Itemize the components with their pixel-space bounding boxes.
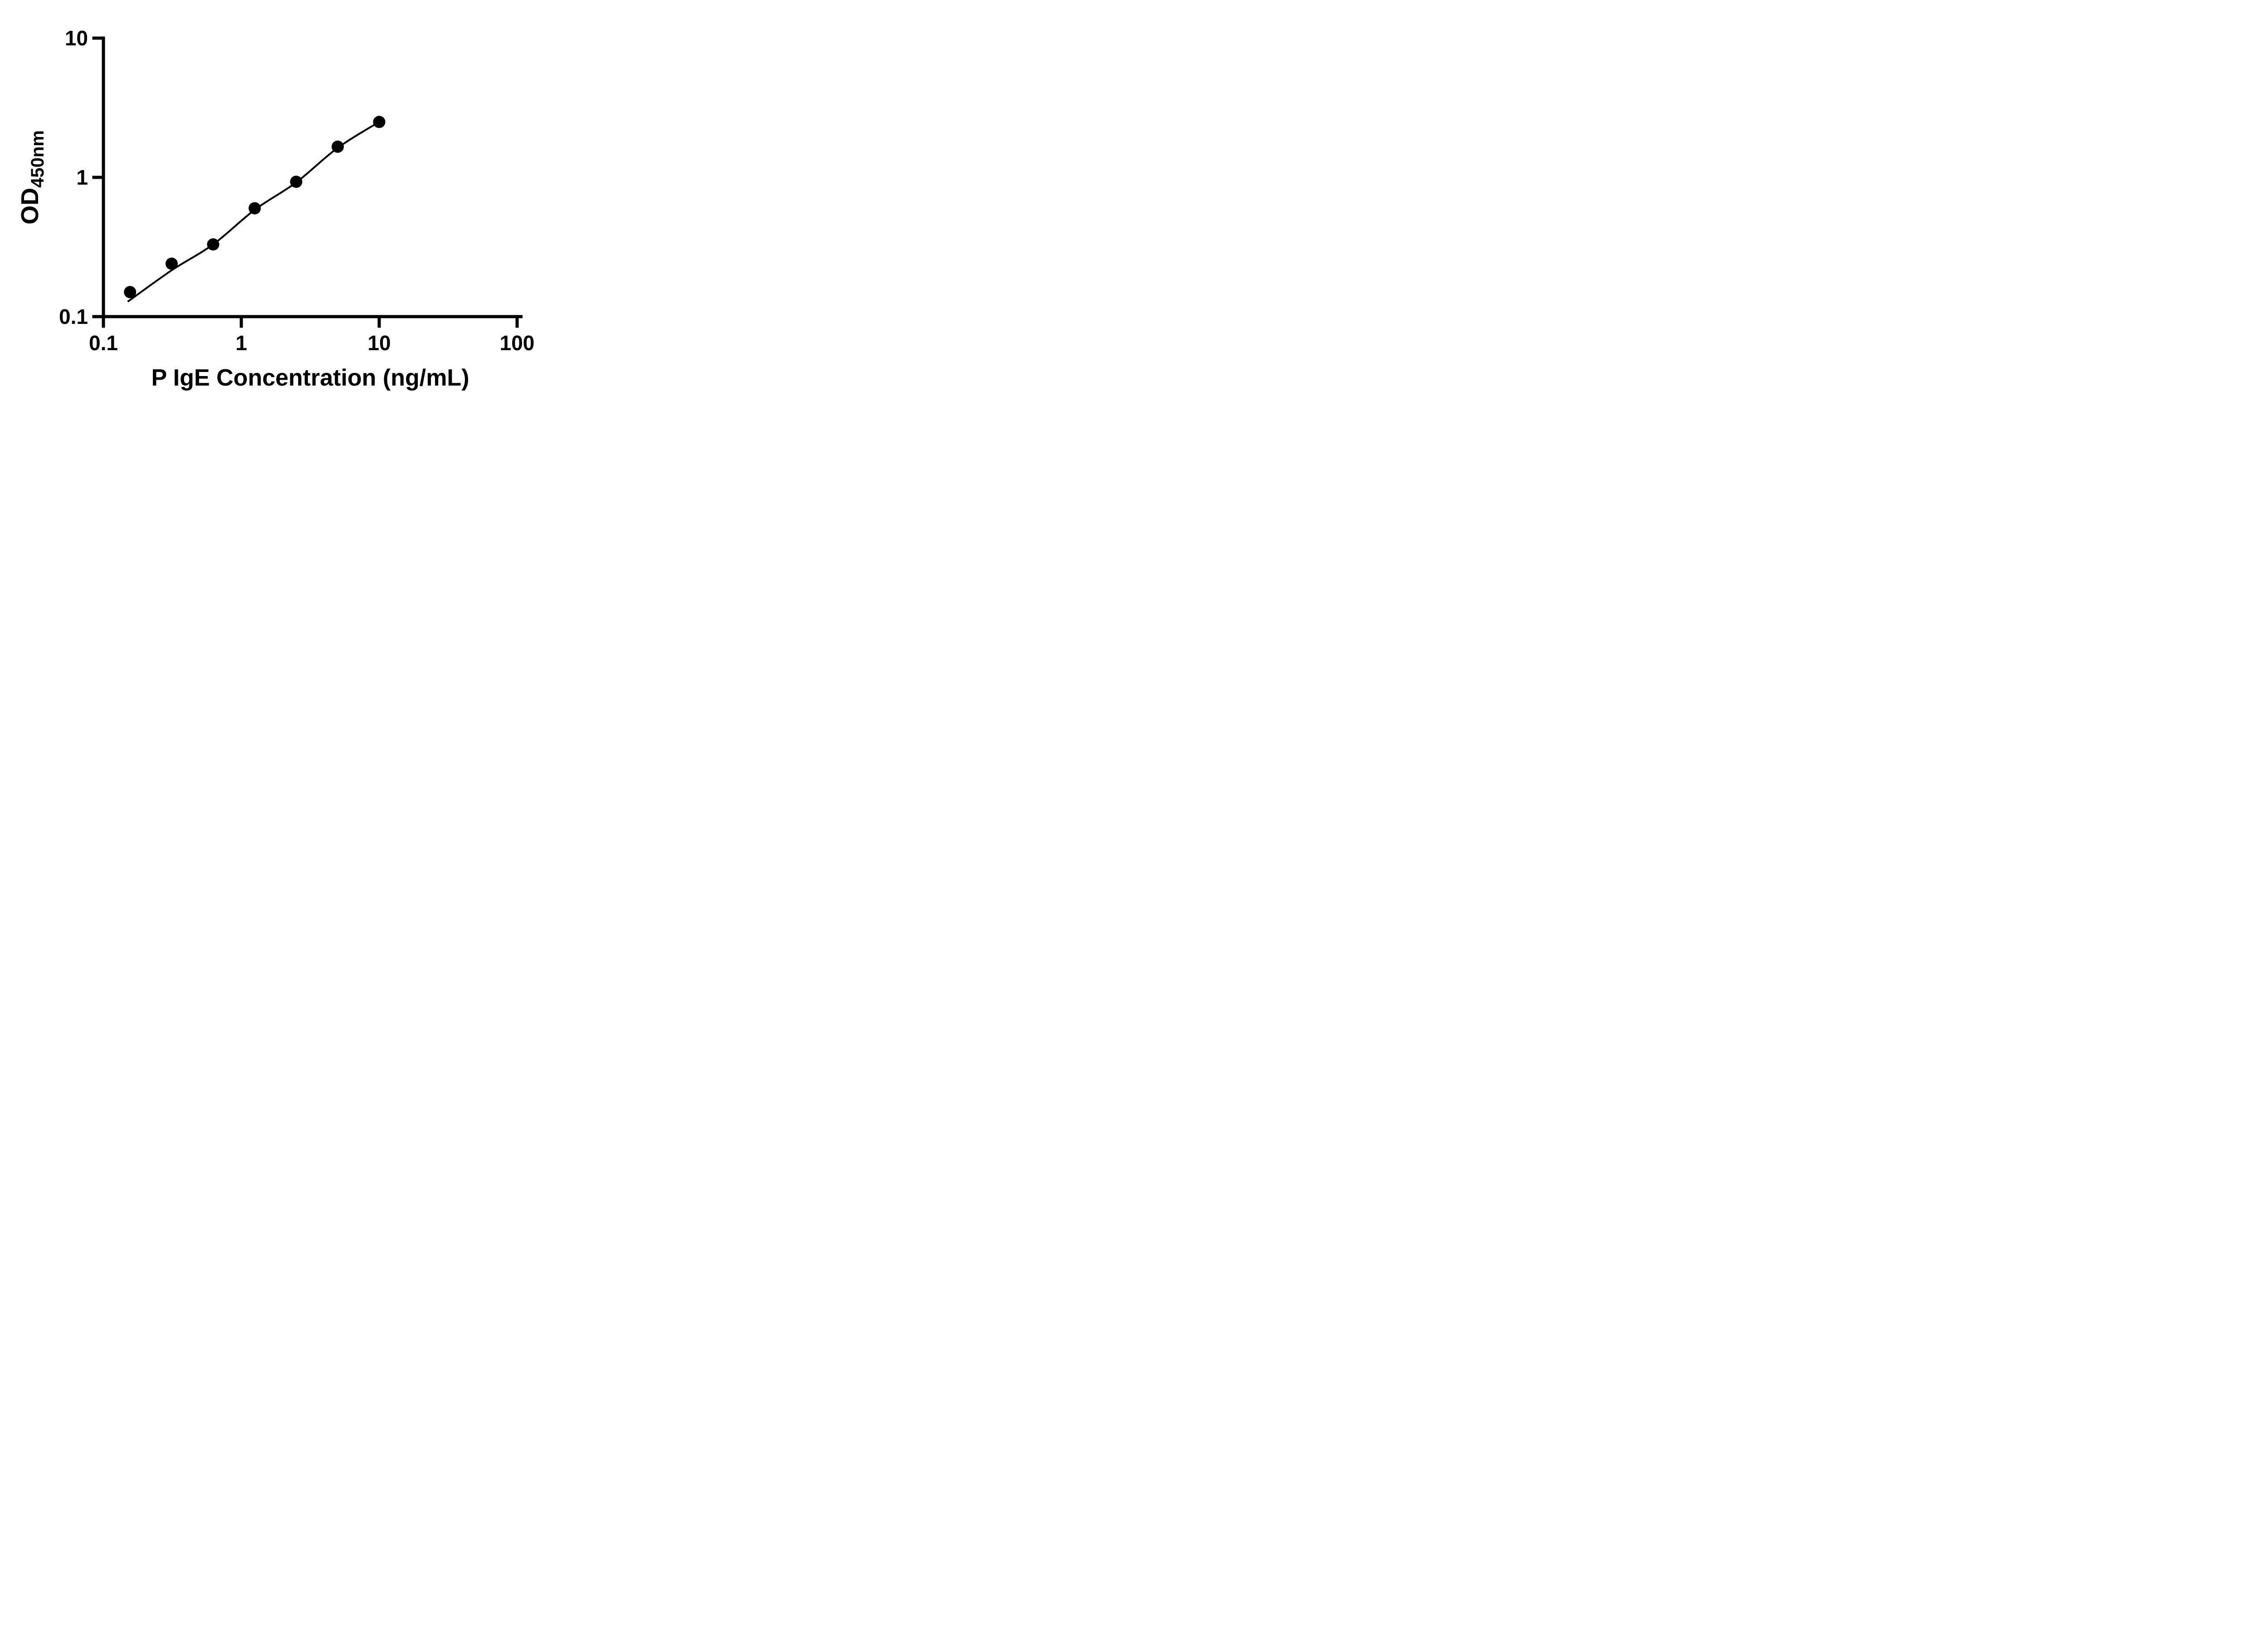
- data-point: [165, 257, 178, 270]
- y-tick-label: 10: [65, 26, 88, 50]
- x-tick-label: 1: [235, 331, 247, 355]
- data-point: [249, 202, 261, 215]
- data-point: [207, 238, 220, 251]
- data-point: [332, 140, 344, 153]
- data-points: [124, 116, 386, 298]
- y-tick-label: 0.1: [59, 305, 88, 328]
- standard-curve-plot: 0.1 1 10 100 0.1 1 10 P IgE Concentration (ng/m…: [0, 0, 572, 408]
- data-point: [124, 286, 137, 298]
- y-tick-label: 1: [76, 166, 88, 189]
- plot-background: [0, 0, 572, 408]
- x-tick-label: 100: [500, 331, 535, 355]
- x-tick-label: 10: [367, 331, 391, 355]
- data-point: [290, 176, 303, 188]
- y-axis-label: OD450nm: [16, 130, 48, 225]
- x-tick-label: 0.1: [89, 331, 118, 355]
- page: 0.1 1 10 100 0.1 1 10 P IgE Concentration (ng/m…: [0, 0, 572, 408]
- x-axis-label: P IgE Concentration (ng/mL): [151, 365, 469, 391]
- data-point: [373, 116, 386, 128]
- axes: [92, 36, 523, 328]
- elisa-standard-curve-figure: 0.1 1 10 100 0.1 1 10 P IgE Concentration (ng/m…: [0, 0, 572, 408]
